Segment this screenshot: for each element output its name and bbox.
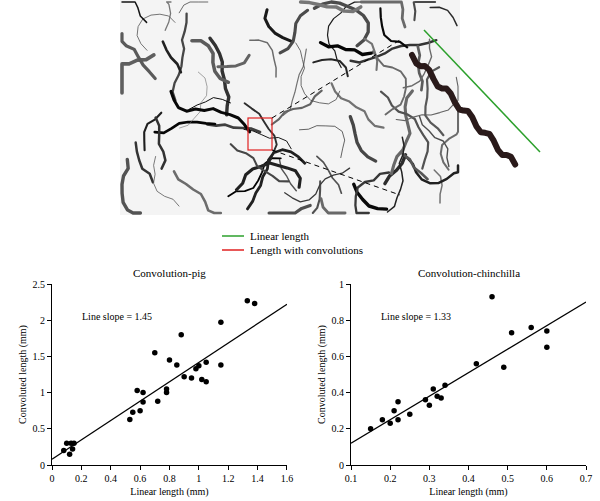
svg-text:Convoluted length (mm): Convoluted length (mm) <box>316 325 328 424</box>
svg-text:Line slope = 1.45: Line slope = 1.45 <box>82 311 152 322</box>
svg-text:1: 1 <box>40 387 45 398</box>
svg-text:Convolution-chinchilla: Convolution-chinchilla <box>418 267 520 279</box>
svg-text:Linear length (mm): Linear length (mm) <box>130 486 208 498</box>
svg-text:0.1: 0.1 <box>345 473 358 484</box>
svg-text:0.6: 0.6 <box>134 473 147 484</box>
svg-text:0.2: 0.2 <box>384 473 397 484</box>
svg-text:0.6: 0.6 <box>541 473 554 484</box>
svg-text:0.5: 0.5 <box>501 473 514 484</box>
svg-text:0.4: 0.4 <box>462 473 475 484</box>
svg-text:Convoluted length (mm): Convoluted length (mm) <box>17 325 29 424</box>
svg-text:1: 1 <box>196 473 201 484</box>
svg-text:0: 0 <box>339 460 344 471</box>
svg-text:0.3: 0.3 <box>423 473 436 484</box>
svg-text:0.4: 0.4 <box>332 387 345 398</box>
svg-text:Convolution-pig: Convolution-pig <box>133 267 206 279</box>
svg-text:0: 0 <box>50 473 55 484</box>
svg-text:0.7: 0.7 <box>580 473 593 484</box>
svg-text:1: 1 <box>339 279 344 290</box>
svg-text:1.4: 1.4 <box>251 473 264 484</box>
svg-text:1.2: 1.2 <box>222 473 235 484</box>
svg-text:0.8: 0.8 <box>163 473 176 484</box>
svg-text:0.5: 0.5 <box>33 423 46 434</box>
svg-text:Line slope = 1.33: Line slope = 1.33 <box>381 311 451 322</box>
svg-text:Linear length: Linear length <box>250 230 309 242</box>
svg-text:Linear length (mm): Linear length (mm) <box>429 486 507 498</box>
svg-text:2: 2 <box>40 315 45 326</box>
svg-text:0: 0 <box>40 460 45 471</box>
svg-text:1.6: 1.6 <box>281 473 294 484</box>
svg-text:0.2: 0.2 <box>75 473 88 484</box>
svg-text:1.5: 1.5 <box>33 351 46 362</box>
svg-text:0.4: 0.4 <box>104 473 117 484</box>
svg-text:2.5: 2.5 <box>33 279 46 290</box>
svg-text:0.2: 0.2 <box>332 423 345 434</box>
svg-text:0.8: 0.8 <box>332 315 345 326</box>
svg-text:Length with convolutions: Length with convolutions <box>250 244 363 256</box>
svg-text:0.6: 0.6 <box>332 351 345 362</box>
